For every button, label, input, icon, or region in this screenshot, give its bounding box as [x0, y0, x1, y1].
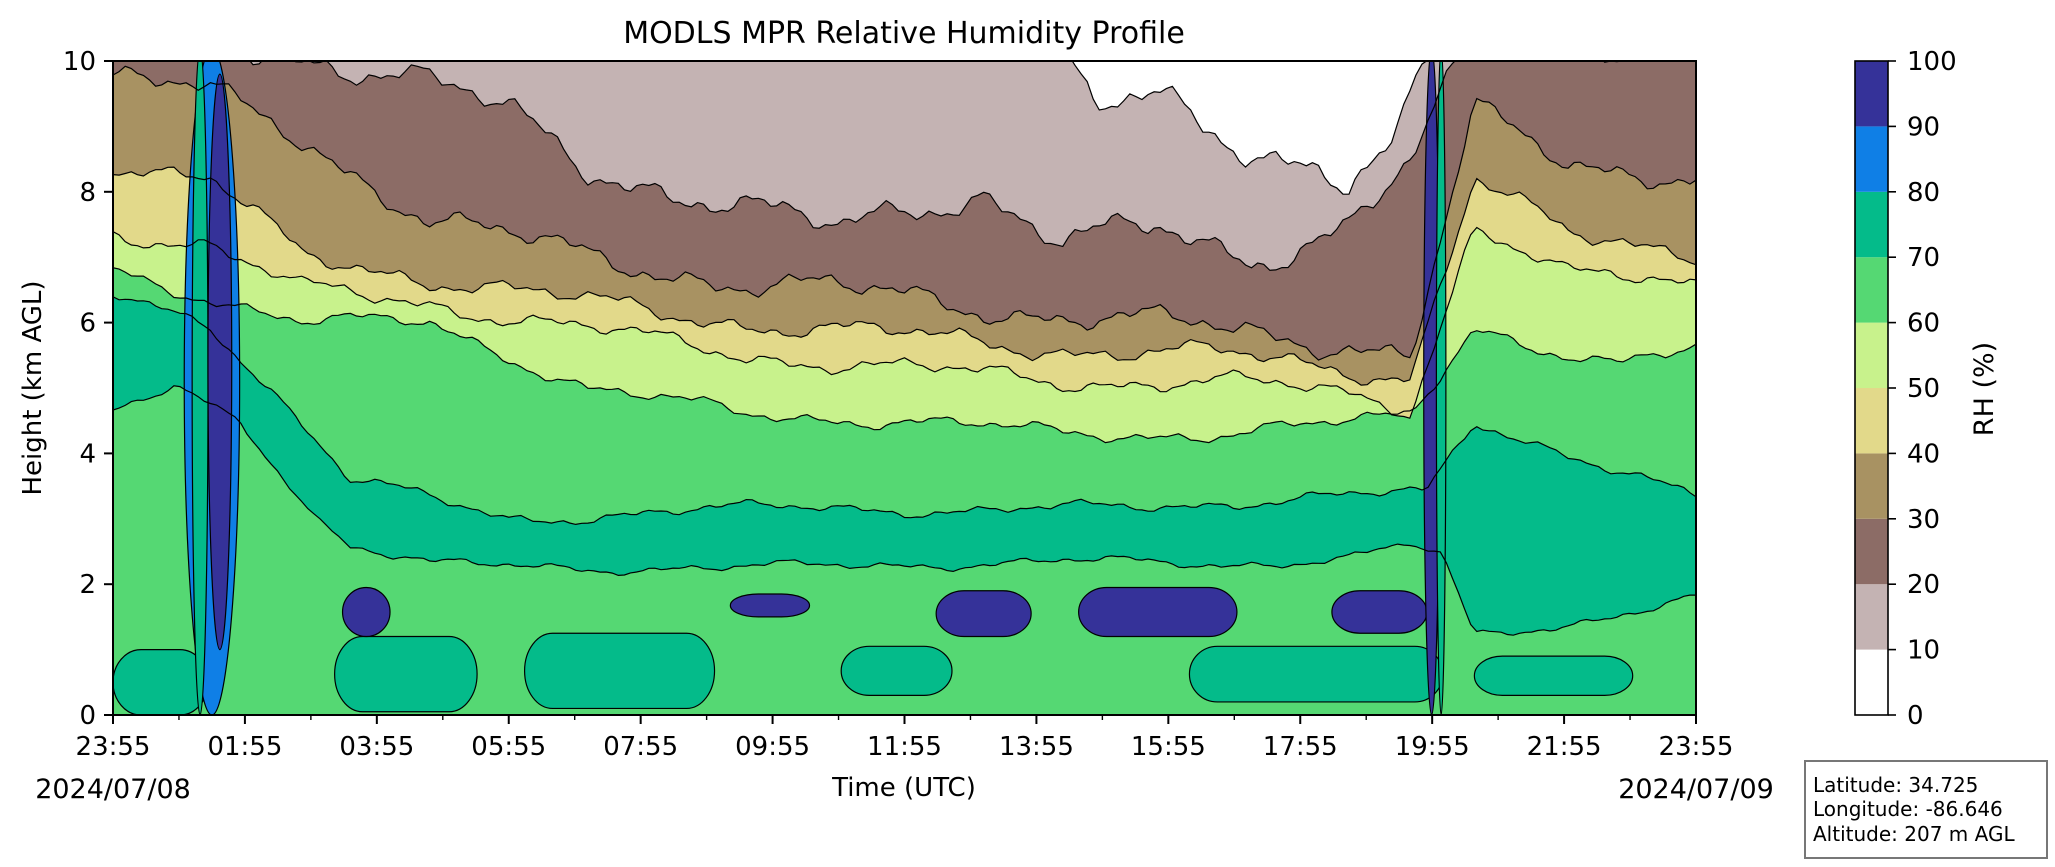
- colorbar-tick-label: 70: [1907, 243, 1940, 273]
- contour-rh-70: [113, 296, 1696, 526]
- colorbar-tick-label: 90: [1907, 112, 1940, 142]
- wet-column-2-edge: [1435, 61, 1447, 715]
- surface-layer-2: [334, 635, 478, 713]
- plot-area: [113, 61, 1696, 715]
- chart-title: MODLS MPR Relative Humidity Profile: [623, 16, 1185, 51]
- colorbar-tick-label: 30: [1907, 505, 1940, 535]
- surface-layer-1: [113, 649, 209, 715]
- moist-core-4: [1078, 586, 1238, 638]
- moist-core-5: [1331, 590, 1428, 634]
- colorbar-tick-label: 80: [1907, 178, 1940, 208]
- colorbar-tick-label: 20: [1907, 570, 1940, 600]
- longitude-text: Longitude: -86.646: [1813, 797, 2003, 821]
- y-tick-label: 0: [79, 701, 96, 731]
- x-tick-label: 13:55: [999, 732, 1074, 762]
- y-tick-label: 10: [63, 47, 96, 77]
- colorbar-segment: [1855, 61, 1888, 127]
- colorbar-tick-label: 40: [1907, 439, 1940, 469]
- colorbar-segment: [1855, 518, 1888, 585]
- moist-core-3: [935, 590, 1032, 638]
- x-tick-label: 01:55: [207, 732, 282, 762]
- colorbar-tick-label: 10: [1907, 636, 1940, 666]
- x-tick-label: 03:55: [339, 732, 414, 762]
- x-tick-label: 07:55: [603, 732, 678, 762]
- x-axis-label: Time (UTC): [831, 773, 976, 803]
- x-tick-label: 19:55: [1395, 732, 1470, 762]
- colorbar-tick-label: 100: [1907, 47, 1957, 77]
- y-tick-label: 6: [79, 309, 96, 339]
- x-tick-label: 15:55: [1131, 732, 1206, 762]
- contour-rh-40: [113, 166, 1696, 386]
- y-tick-label: 8: [79, 178, 96, 208]
- wet-column-1-max: [207, 73, 233, 651]
- colorbar-segment: [1855, 584, 1888, 650]
- x-tick-label: 05:55: [471, 732, 546, 762]
- contour-rh-20: [249, 61, 1624, 271]
- contour-lines: [113, 61, 1696, 636]
- colorbar-segment: [1855, 453, 1888, 519]
- x-tick-label: 17:55: [1263, 732, 1338, 762]
- x-tick-label: 11:55: [867, 732, 942, 762]
- colorbar-label: RH (%): [1969, 342, 2000, 436]
- colorbar-segment: [1855, 322, 1888, 388]
- colorbar-segment: [1855, 126, 1888, 192]
- x-tick-label: 23:55: [1659, 732, 1734, 762]
- colorbar-tick-label: 50: [1907, 374, 1940, 404]
- humidity-bands: [113, 61, 1696, 636]
- contour-rh-80: [113, 385, 1696, 636]
- contour-rh-50: [113, 226, 1696, 419]
- contour-rh-30: [113, 65, 1696, 361]
- surface-layer-4: [840, 645, 953, 696]
- x-tick-label: 23:55: [76, 732, 151, 762]
- surface-layer-6: [1473, 655, 1634, 696]
- x-axis: 23:55 01:55 03:55 05:55 07:55 09:55 11:55 13:55…: [76, 715, 1734, 762]
- y-tick-label: 2: [79, 570, 96, 600]
- humidity-blobs: [113, 61, 1634, 715]
- latitude-text: Latitude: 34.725: [1813, 773, 1978, 797]
- y-tick-label: 4: [79, 439, 96, 469]
- colorbar: 0 10 20 30 40 50 60 70 80 90 100: [1854, 47, 1957, 731]
- x-tick-label: 21:55: [1527, 732, 1602, 762]
- colorbar-segment: [1855, 257, 1888, 323]
- surface-layer-5: [1188, 645, 1444, 703]
- x-tick-label: 09:55: [735, 732, 810, 762]
- moist-core-1: [341, 586, 391, 638]
- surface-layer-3: [523, 632, 716, 710]
- band-above-rh-10: [1072, 61, 1427, 195]
- y-axis: 0 2 4 6 8 10: [63, 47, 113, 731]
- y-axis-label: Height (km AGL): [18, 280, 48, 495]
- colorbar-tick-label: 0: [1907, 701, 1924, 731]
- colorbar-tick-label: 60: [1907, 309, 1940, 339]
- wet-column-1-core: [191, 61, 209, 715]
- contour-rh-60: [113, 267, 1696, 444]
- moist-core-2: [729, 593, 811, 618]
- colorbar-segment: [1855, 388, 1888, 454]
- colorbar-segment: [1855, 191, 1888, 258]
- start-date-label: 2024/07/08: [35, 774, 191, 805]
- altitude-text: Altitude: 207 m AGL: [1813, 822, 2015, 846]
- colorbar-segment: [1855, 649, 1888, 715]
- station-info-frame: [1804, 760, 2048, 859]
- station-info-box: Latitude: 34.725 Longitude: -86.646 Alti…: [1804, 760, 2048, 859]
- end-date-label: 2024/07/09: [1618, 774, 1774, 805]
